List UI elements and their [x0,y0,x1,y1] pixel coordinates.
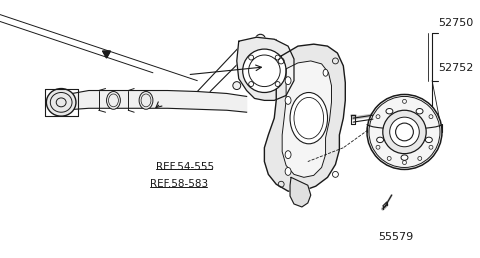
Polygon shape [237,37,294,100]
Circle shape [367,94,442,170]
Ellipse shape [323,69,328,76]
Ellipse shape [377,137,384,143]
Polygon shape [290,177,311,207]
Text: 52750: 52750 [438,18,473,28]
Text: 55579: 55579 [378,231,413,241]
Text: REF.54-555: REF.54-555 [156,162,214,172]
Text: REF.58-583: REF.58-583 [150,179,208,189]
Ellipse shape [290,93,327,144]
Ellipse shape [285,77,291,85]
Ellipse shape [416,109,423,114]
Text: 52752: 52752 [438,63,473,73]
Circle shape [233,82,240,90]
Ellipse shape [425,137,432,143]
Ellipse shape [285,96,291,104]
Circle shape [243,49,286,93]
Ellipse shape [285,167,291,175]
Circle shape [390,117,420,147]
Ellipse shape [386,109,393,114]
Ellipse shape [107,92,120,109]
Polygon shape [61,91,247,112]
Circle shape [255,34,265,44]
Polygon shape [103,51,110,58]
Ellipse shape [139,92,153,109]
Polygon shape [264,44,345,191]
Circle shape [396,123,413,141]
Ellipse shape [401,155,408,160]
Circle shape [383,110,426,154]
Ellipse shape [285,151,291,159]
Ellipse shape [47,88,76,116]
Polygon shape [282,61,332,177]
